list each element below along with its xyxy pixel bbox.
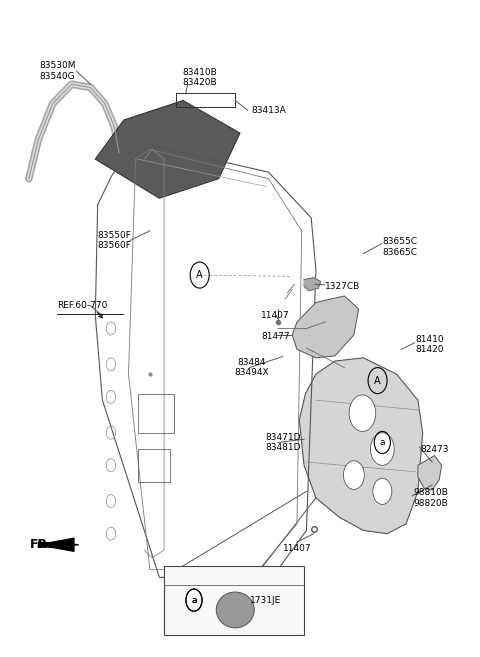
- Text: 98810B
98820B: 98810B 98820B: [413, 488, 448, 508]
- Text: A: A: [196, 270, 203, 280]
- Text: 81477: 81477: [261, 332, 290, 342]
- Text: 83471D
83481D: 83471D 83481D: [265, 433, 300, 452]
- Text: a: a: [380, 438, 385, 447]
- Text: 1327CB: 1327CB: [325, 282, 360, 290]
- Circle shape: [349, 395, 376, 432]
- Text: 11407: 11407: [261, 311, 290, 320]
- Text: a: a: [191, 596, 197, 604]
- Ellipse shape: [216, 592, 254, 628]
- Text: REF.60-770: REF.60-770: [57, 301, 108, 310]
- Polygon shape: [38, 538, 74, 551]
- Text: 83413A: 83413A: [252, 106, 287, 115]
- Polygon shape: [304, 278, 321, 290]
- Text: 83655C
83665C: 83655C 83665C: [383, 237, 417, 257]
- Text: 83530M
83540G: 83530M 83540G: [39, 62, 75, 81]
- Text: 83550F
83560F: 83550F 83560F: [97, 231, 131, 250]
- Text: 1731JE: 1731JE: [250, 597, 281, 605]
- Text: FR.: FR.: [30, 538, 53, 551]
- Text: 82473: 82473: [420, 445, 449, 453]
- Polygon shape: [96, 101, 240, 198]
- Circle shape: [371, 433, 394, 465]
- Text: 11407: 11407: [283, 543, 311, 553]
- Circle shape: [343, 461, 364, 489]
- Circle shape: [373, 478, 392, 505]
- Polygon shape: [292, 296, 359, 358]
- Text: A: A: [374, 376, 381, 386]
- FancyBboxPatch shape: [164, 566, 304, 635]
- Polygon shape: [38, 542, 79, 547]
- Text: 83484
83494X: 83484 83494X: [235, 358, 269, 377]
- Text: 83410B
83420B: 83410B 83420B: [182, 68, 217, 87]
- Text: a: a: [191, 596, 197, 604]
- Text: 81410
81420: 81410 81420: [416, 335, 444, 355]
- Polygon shape: [418, 455, 442, 490]
- Polygon shape: [300, 358, 423, 533]
